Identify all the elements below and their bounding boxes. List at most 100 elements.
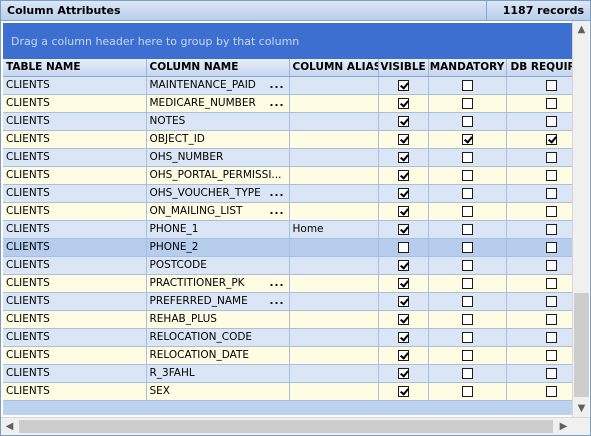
cell-column-alias[interactable] bbox=[289, 166, 379, 185]
cell-table-name[interactable]: CLIENTS bbox=[3, 292, 147, 311]
horizontal-scrollbar[interactable]: ◀ ▶ bbox=[1, 417, 590, 435]
db-required-checkbox[interactable] bbox=[545, 295, 557, 307]
cell-table-name[interactable]: CLIENTS bbox=[3, 328, 147, 347]
vertical-scroll-thumb[interactable] bbox=[574, 293, 589, 397]
cell-column-alias[interactable]: Home bbox=[289, 220, 379, 239]
scroll-right-arrow-icon[interactable]: ▶ bbox=[559, 421, 568, 432]
mandatory-checkbox[interactable] bbox=[461, 241, 473, 253]
visible-checkbox[interactable] bbox=[397, 241, 409, 253]
table-row[interactable]: CLIENTS OHS_PORTAL_PERMISSI... bbox=[3, 166, 572, 185]
db-required-checkbox[interactable] bbox=[545, 133, 557, 145]
visible-checkbox[interactable] bbox=[397, 295, 409, 307]
cell-column-alias[interactable] bbox=[289, 292, 379, 311]
cell-column-alias[interactable] bbox=[289, 256, 379, 275]
cell-column-name[interactable]: PRACTITIONER_PK... bbox=[146, 274, 290, 293]
visible-checkbox[interactable] bbox=[397, 277, 409, 289]
cell-table-name[interactable]: CLIENTS bbox=[3, 184, 147, 203]
cell-column-alias[interactable] bbox=[289, 382, 379, 401]
db-required-checkbox[interactable] bbox=[545, 241, 557, 253]
mandatory-checkbox[interactable] bbox=[461, 97, 473, 109]
cell-column-alias[interactable] bbox=[289, 364, 379, 383]
cell-table-name[interactable]: CLIENTS bbox=[3, 94, 147, 113]
header-visible[interactable]: VISIBLE bbox=[378, 59, 429, 77]
cell-column-name[interactable]: OHS_PORTAL_PERMISSI... bbox=[146, 166, 290, 185]
ellipsis-button[interactable]: ... bbox=[269, 79, 285, 91]
db-required-checkbox[interactable] bbox=[545, 349, 557, 361]
cell-column-alias[interactable] bbox=[289, 94, 379, 113]
visible-checkbox[interactable] bbox=[397, 115, 409, 127]
db-required-checkbox[interactable] bbox=[545, 313, 557, 325]
visible-checkbox[interactable] bbox=[397, 133, 409, 145]
db-required-checkbox[interactable] bbox=[545, 115, 557, 127]
ellipsis-button[interactable]: ... bbox=[269, 187, 285, 199]
ellipsis-button[interactable]: ... bbox=[269, 277, 285, 289]
mandatory-checkbox[interactable] bbox=[461, 223, 473, 235]
mandatory-checkbox[interactable] bbox=[461, 385, 473, 397]
cell-column-name[interactable]: ON_MAILING_LIST... bbox=[146, 202, 290, 221]
cell-table-name[interactable]: CLIENTS bbox=[3, 310, 147, 329]
table-row[interactable]: CLIENTS OBJECT_ID bbox=[3, 130, 572, 149]
visible-checkbox[interactable] bbox=[397, 97, 409, 109]
db-required-checkbox[interactable] bbox=[545, 187, 557, 199]
cell-column-name[interactable]: OHS_VOUCHER_TYPE... bbox=[146, 184, 290, 203]
cell-column-alias[interactable] bbox=[289, 274, 379, 293]
table-row[interactable]: CLIENTS PREFERRED_NAME... bbox=[3, 292, 572, 311]
db-required-checkbox[interactable] bbox=[545, 385, 557, 397]
cell-table-name[interactable]: CLIENTS bbox=[3, 382, 147, 401]
cell-column-name[interactable]: PHONE_2 bbox=[146, 238, 290, 257]
mandatory-checkbox[interactable] bbox=[461, 349, 473, 361]
db-required-checkbox[interactable] bbox=[545, 277, 557, 289]
db-required-checkbox[interactable] bbox=[545, 97, 557, 109]
mandatory-checkbox[interactable] bbox=[461, 151, 473, 163]
cell-table-name[interactable]: CLIENTS bbox=[3, 256, 147, 275]
mandatory-checkbox[interactable] bbox=[461, 277, 473, 289]
ellipsis-button[interactable]: ... bbox=[269, 205, 285, 217]
cell-table-name[interactable]: CLIENTS bbox=[3, 148, 147, 167]
group-by-panel[interactable]: Drag a column header here to group by th… bbox=[3, 23, 572, 59]
cell-column-name[interactable]: MEDICARE_NUMBER... bbox=[146, 94, 290, 113]
table-row[interactable]: CLIENTS RELOCATION_DATE bbox=[3, 346, 572, 365]
header-db-required[interactable]: DB REQUIRED bbox=[506, 59, 572, 77]
mandatory-checkbox[interactable] bbox=[461, 205, 473, 217]
cell-column-alias[interactable] bbox=[289, 76, 379, 95]
mandatory-checkbox[interactable] bbox=[461, 313, 473, 325]
vertical-scrollbar[interactable]: ▲ ▼ bbox=[572, 21, 589, 417]
cell-column-alias[interactable] bbox=[289, 184, 379, 203]
cell-column-name[interactable]: POSTCODE bbox=[146, 256, 290, 275]
visible-checkbox[interactable] bbox=[397, 349, 409, 361]
mandatory-checkbox[interactable] bbox=[461, 295, 473, 307]
table-row[interactable]: CLIENTS OHS_VOUCHER_TYPE... bbox=[3, 184, 572, 203]
table-row[interactable]: CLIENTS SEX bbox=[3, 382, 572, 401]
cell-column-name[interactable]: OBJECT_ID bbox=[146, 130, 290, 149]
cell-column-name[interactable]: PREFERRED_NAME... bbox=[146, 292, 290, 311]
cell-column-alias[interactable] bbox=[289, 148, 379, 167]
cell-column-name[interactable]: OHS_NUMBER bbox=[146, 148, 290, 167]
cell-column-name[interactable]: NOTES bbox=[146, 112, 290, 131]
mandatory-checkbox[interactable] bbox=[461, 79, 473, 91]
mandatory-checkbox[interactable] bbox=[461, 115, 473, 127]
cell-column-name[interactable]: RELOCATION_CODE bbox=[146, 328, 290, 347]
cell-column-alias[interactable] bbox=[289, 112, 379, 131]
visible-checkbox[interactable] bbox=[397, 79, 409, 91]
header-column-name[interactable]: COLUMN NAME bbox=[146, 59, 290, 77]
db-required-checkbox[interactable] bbox=[545, 79, 557, 91]
horizontal-scroll-thumb[interactable] bbox=[19, 420, 553, 433]
table-row[interactable]: CLIENTS POSTCODE bbox=[3, 256, 572, 275]
db-required-checkbox[interactable] bbox=[545, 259, 557, 271]
table-row[interactable]: CLIENTS R_3FAHL bbox=[3, 364, 572, 383]
cell-column-alias[interactable] bbox=[289, 202, 379, 221]
table-row[interactable]: CLIENTS MAINTENANCE_PAID... bbox=[3, 76, 572, 95]
cell-table-name[interactable]: CLIENTS bbox=[3, 130, 147, 149]
table-row[interactable]: CLIENTS REHAB_PLUS bbox=[3, 310, 572, 329]
visible-checkbox[interactable] bbox=[397, 331, 409, 343]
table-row[interactable]: CLIENTS ON_MAILING_LIST... bbox=[3, 202, 572, 221]
visible-checkbox[interactable] bbox=[397, 259, 409, 271]
cell-table-name[interactable]: CLIENTS bbox=[3, 274, 147, 293]
cell-table-name[interactable]: CLIENTS bbox=[3, 364, 147, 383]
db-required-checkbox[interactable] bbox=[545, 169, 557, 181]
table-row[interactable]: CLIENTS NOTES bbox=[3, 112, 572, 131]
scroll-left-arrow-icon[interactable]: ◀ bbox=[5, 421, 14, 432]
cell-column-alias[interactable] bbox=[289, 310, 379, 329]
scroll-up-arrow-icon[interactable]: ▲ bbox=[577, 24, 586, 35]
cell-table-name[interactable]: CLIENTS bbox=[3, 220, 147, 239]
